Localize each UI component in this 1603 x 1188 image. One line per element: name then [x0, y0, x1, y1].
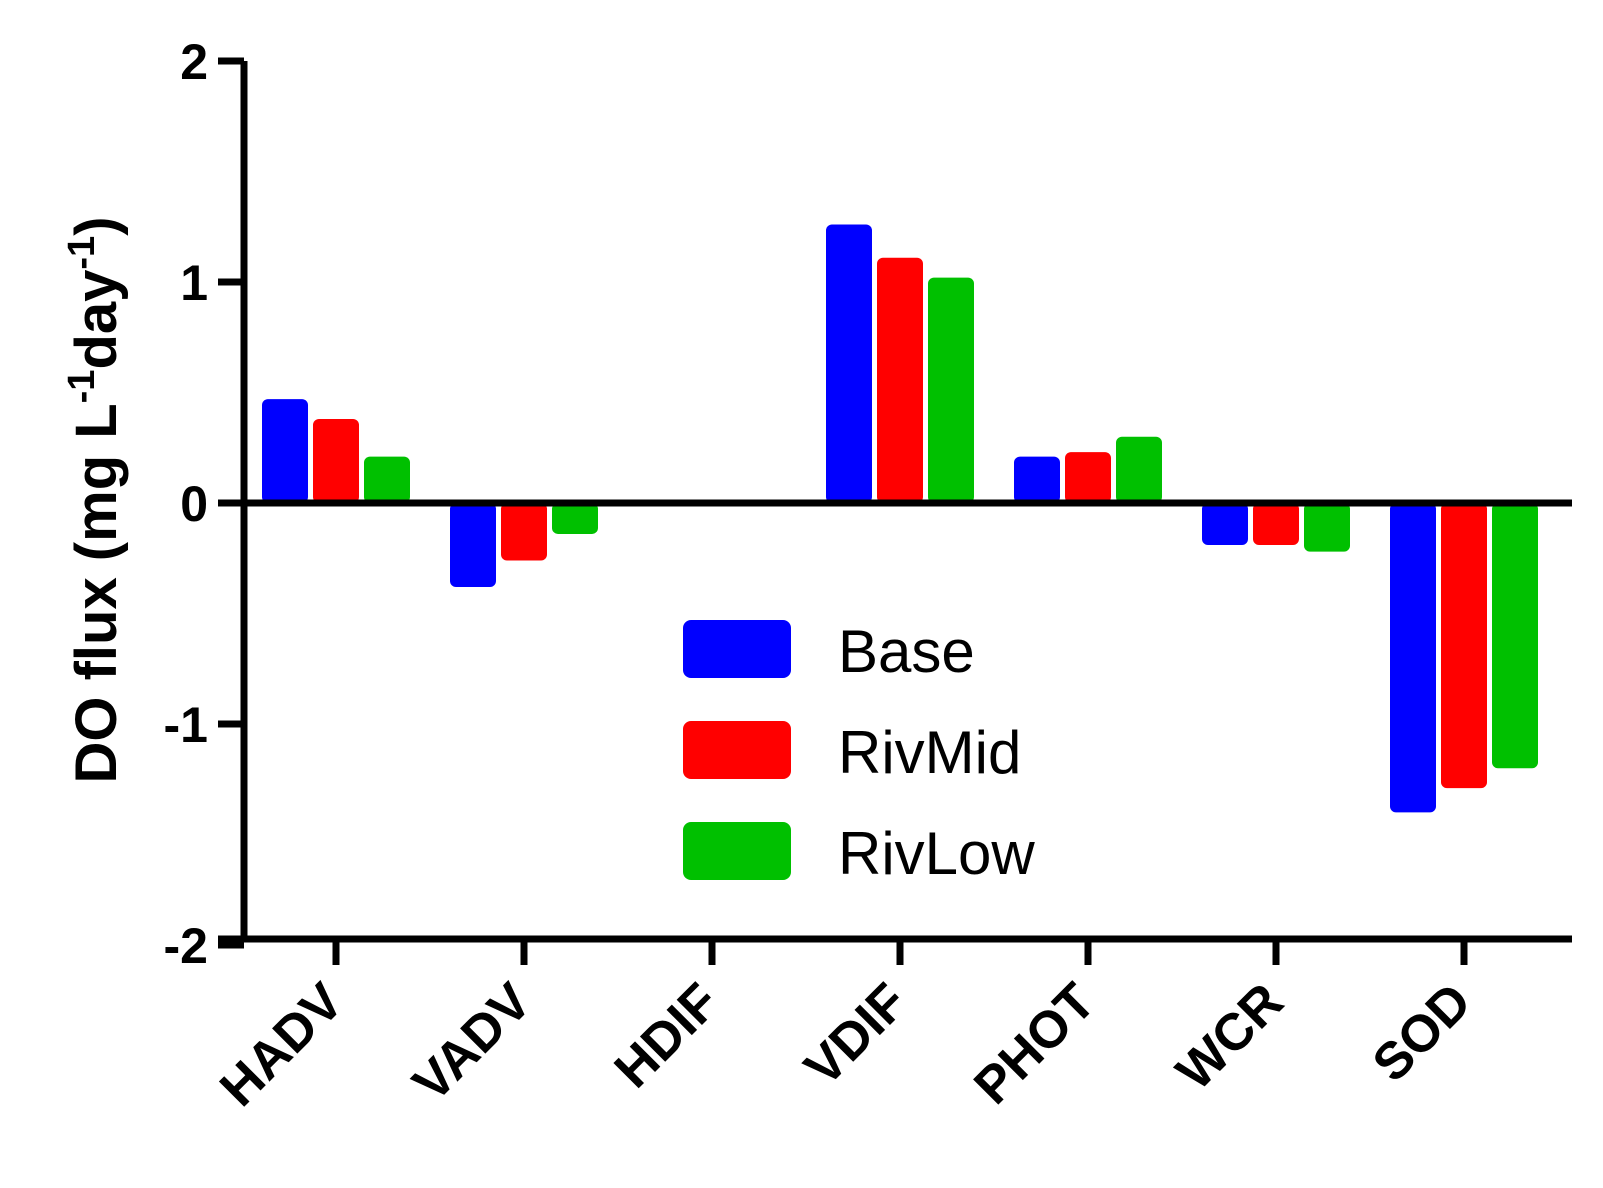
y-label-mid: day — [64, 270, 129, 370]
x-ticks: HADV VADV HDIF VDIF PHOT WCR SOD — [209, 939, 1482, 1118]
bar-rivmid-vdif — [877, 257, 923, 503]
bar-base-vdif — [826, 224, 872, 504]
bar-rivlow-wcr — [1304, 503, 1350, 552]
y-label-end: ) — [64, 216, 129, 235]
bar-base-wcr — [1202, 503, 1248, 545]
legend-swatch-rivlow — [683, 822, 791, 880]
y-tick-label: 2 — [180, 34, 208, 90]
x-tick-label-wcr: WCR — [1166, 972, 1295, 1101]
y-tick-label: -2 — [164, 918, 208, 974]
bar-base-sod — [1390, 503, 1436, 813]
legend-label-rivmid: RivMid — [838, 719, 1021, 786]
legend-label-base: Base — [838, 618, 975, 685]
x-tick-label-sod: SOD — [1362, 972, 1483, 1093]
y-ticks: 2 1 0 -1 -2 — [164, 34, 244, 974]
bar-rivmid-sod — [1441, 503, 1487, 789]
legend-label-rivlow: RivLow — [838, 820, 1035, 887]
bar-rivlow-vdif — [928, 277, 974, 503]
bar-rivlow-vadv — [552, 503, 598, 534]
bar-base-vadv — [450, 503, 496, 587]
x-tick-label-hdif: HDIF — [604, 972, 731, 1099]
legend-swatch-base — [683, 620, 791, 678]
bar-rivmid-wcr — [1253, 503, 1299, 545]
bar-base-hadv — [262, 399, 308, 503]
bar-rivmid-hadv — [313, 419, 359, 503]
x-tick-label-vadv: VADV — [402, 972, 543, 1113]
y-label-sup1: -1 — [61, 370, 103, 404]
y-label-sup2: -1 — [61, 236, 103, 270]
legend-swatch-rivmid — [683, 721, 791, 779]
bar-rivlow-sod — [1492, 503, 1538, 769]
y-axis-label: DO flux (mg L-1day-1) — [61, 216, 129, 783]
bar-rivmid-phot — [1065, 452, 1111, 503]
bars-layer — [262, 224, 1538, 813]
y-tick-label: 1 — [180, 255, 208, 311]
legend: Base RivMid RivLow — [683, 618, 1035, 887]
bar-rivmid-vadv — [501, 503, 547, 561]
y-tick-label: -1 — [164, 697, 208, 753]
x-tick-label-phot: PHOT — [963, 972, 1106, 1115]
x-tick-label-hadv: HADV — [209, 972, 354, 1117]
y-tick-label: 0 — [180, 476, 208, 532]
x-tick-label-vdif: VDIF — [794, 972, 919, 1097]
bar-base-phot — [1014, 456, 1060, 503]
y-label-main: DO flux (mg L — [64, 403, 129, 783]
bar-rivlow-hadv — [364, 456, 410, 503]
bar-rivlow-phot — [1116, 436, 1162, 503]
